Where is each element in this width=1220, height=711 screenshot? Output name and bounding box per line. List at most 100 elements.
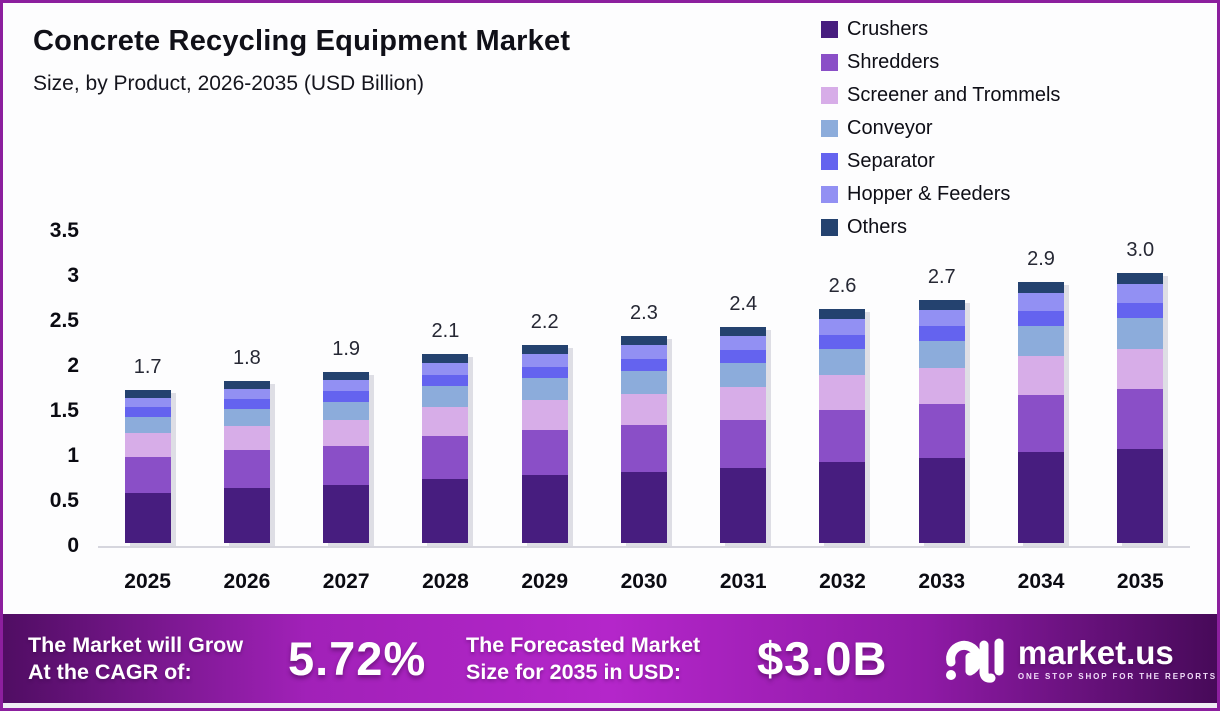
bar-segment-crushers bbox=[223, 488, 270, 543]
legend-label: Shredders bbox=[847, 51, 940, 73]
legend-item-conveyor: Conveyor bbox=[821, 112, 1060, 145]
forecast-value: $3.0B bbox=[757, 632, 888, 685]
legend-label: Hopper & Feeders bbox=[847, 183, 1011, 205]
bar-segment-hopper-feeders bbox=[720, 336, 767, 351]
legend-item-hopper-feeders: Hopper & Feeders bbox=[821, 178, 1060, 211]
bar-segment-shredders bbox=[918, 404, 965, 459]
bar-segment-separator bbox=[1018, 310, 1065, 327]
bar-segment-screener-and-trommels bbox=[918, 367, 965, 405]
bar-segment-shredders bbox=[1117, 389, 1164, 449]
bar-segment-conveyor bbox=[620, 371, 667, 394]
bar-segment-shredders bbox=[620, 425, 667, 472]
bar-segment-shredders bbox=[1018, 394, 1065, 453]
bar-segment-crushers bbox=[422, 479, 469, 543]
bar-segment-separator bbox=[819, 335, 866, 349]
y-tick-0.5: 0.5 bbox=[49, 489, 79, 512]
brand-logo: market.us ONE STOP SHOP FOR THE REPORTS bbox=[944, 635, 1217, 683]
x-tick-2034: 2034 bbox=[1017, 570, 1065, 593]
bar-segment-hopper-feeders bbox=[819, 318, 866, 336]
bar-total-label: 1.8 bbox=[232, 347, 261, 370]
bar-segment-others bbox=[521, 345, 568, 355]
x-tick-2028: 2028 bbox=[422, 570, 469, 593]
bar-segment-separator bbox=[521, 366, 568, 379]
page-title: Concrete Recycling Equipment Market bbox=[33, 25, 571, 57]
bar-segment-screener-and-trommels bbox=[620, 393, 667, 426]
stacked-bar-2028 bbox=[422, 354, 469, 543]
bar-segment-separator bbox=[1117, 302, 1164, 319]
cagr-label-line2: At the CAGR of: bbox=[28, 659, 192, 684]
bar-segment-crushers bbox=[819, 462, 866, 543]
cagr-value: 5.72% bbox=[287, 632, 427, 685]
legend-item-others: Others bbox=[821, 211, 1060, 244]
bar-segment-crushers bbox=[124, 492, 171, 543]
legend-label: Screener and Trommels bbox=[847, 84, 1061, 106]
bar-segment-others bbox=[422, 354, 469, 364]
bar-segment-separator bbox=[720, 350, 767, 364]
bar-segment-hopper-feeders bbox=[1117, 283, 1164, 303]
x-axis-baseline bbox=[98, 546, 1190, 548]
bar-total-label: 2.4 bbox=[729, 293, 758, 316]
x-tick-2031: 2031 bbox=[719, 570, 767, 593]
y-tick-0: 0 bbox=[67, 534, 79, 557]
bar-column-2034: 2.9 bbox=[991, 248, 1090, 543]
bar-segment-screener-and-trommels bbox=[323, 419, 370, 446]
bar-segment-shredders bbox=[323, 445, 370, 486]
bar-segment-shredders bbox=[521, 429, 568, 475]
bar-segment-conveyor bbox=[521, 378, 568, 400]
bar-segment-crushers bbox=[720, 468, 767, 543]
forecast-label: The Forecasted Market Size for 2035 in U… bbox=[466, 632, 757, 684]
bar-segment-others bbox=[819, 309, 866, 319]
bar-column-2031: 2.4 bbox=[694, 293, 793, 543]
legend-label: Crushers bbox=[847, 18, 929, 40]
stacked-bar-2027 bbox=[323, 372, 370, 543]
x-tick-2025: 2025 bbox=[124, 570, 171, 593]
bar-segment-screener-and-trommels bbox=[1018, 355, 1065, 395]
legend-swatch bbox=[821, 153, 838, 170]
y-tick-1: 1 bbox=[67, 444, 79, 467]
bar-total-label: 2.7 bbox=[927, 266, 956, 289]
bar-segment-conveyor bbox=[1018, 326, 1065, 356]
legend-item-shredders: Shredders bbox=[821, 46, 1060, 79]
bar-segment-screener-and-trommels bbox=[720, 387, 767, 420]
bar-column-2028: 2.1 bbox=[396, 320, 495, 543]
bar-segment-screener-and-trommels bbox=[422, 407, 469, 436]
bar-segment-hopper-feeders bbox=[223, 389, 270, 400]
chart-legend: Crushers Shredders Screener and Trommels Co… bbox=[821, 13, 1060, 244]
y-tick-3.5: 3.5 bbox=[49, 219, 79, 242]
bar-total-label: 2.6 bbox=[828, 275, 857, 298]
brand-tagline: ONE STOP SHOP FOR THE REPORTS bbox=[1017, 672, 1217, 681]
bar-segment-separator bbox=[323, 390, 370, 402]
x-tick-2030: 2030 bbox=[620, 570, 668, 593]
bar-column-2026: 1.8 bbox=[197, 347, 296, 543]
bar-total-label: 1.7 bbox=[133, 356, 162, 379]
x-tick-2032: 2032 bbox=[819, 570, 866, 593]
legend-swatch bbox=[821, 87, 838, 104]
bar-segment-crushers bbox=[521, 474, 568, 543]
legend-item-separator: Separator bbox=[821, 145, 1060, 178]
bar-segment-conveyor bbox=[819, 348, 866, 375]
bar-segment-shredders bbox=[819, 409, 866, 462]
stacked-bar-2029 bbox=[521, 345, 568, 543]
legend-label: Separator bbox=[847, 150, 935, 172]
y-tick-2.5: 2.5 bbox=[49, 309, 79, 332]
bar-column-2035: 3.0 bbox=[1091, 239, 1190, 543]
bar-segment-hopper-feeders bbox=[323, 380, 370, 391]
y-tick-3: 3 bbox=[67, 264, 79, 287]
bar-segment-others bbox=[223, 381, 270, 390]
bar-segment-crushers bbox=[323, 485, 370, 543]
bar-segment-hopper-feeders bbox=[620, 345, 667, 359]
bar-total-label: 3.0 bbox=[1126, 239, 1155, 262]
legend-item-screener-and-trommels: Screener and Trommels bbox=[821, 79, 1060, 112]
x-tick-2027: 2027 bbox=[322, 570, 370, 593]
bar-segment-screener-and-trommels bbox=[521, 399, 568, 430]
bar-segment-conveyor bbox=[124, 417, 171, 434]
bar-total-label: 2.1 bbox=[431, 320, 460, 343]
bar-segment-separator bbox=[918, 326, 965, 341]
bar-total-label: 2.3 bbox=[630, 302, 658, 325]
stacked-bar-2033 bbox=[918, 300, 965, 543]
bar-segment-others bbox=[1117, 273, 1164, 284]
x-tick-2035: 2035 bbox=[1116, 570, 1164, 593]
bar-segment-crushers bbox=[1018, 452, 1065, 543]
stacked-bar-2035 bbox=[1117, 273, 1164, 543]
